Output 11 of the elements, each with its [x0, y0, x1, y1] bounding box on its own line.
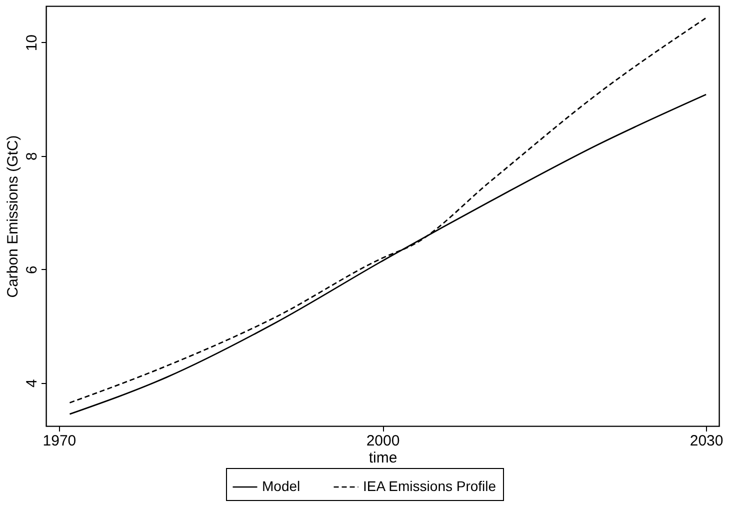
x-tick-label: 1970 [42, 432, 76, 450]
x-axis-title: time [368, 450, 398, 466]
y-tick-label: 10 [24, 34, 40, 52]
y-tick-label: 6 [24, 266, 40, 274]
y-tick-label: 8 [24, 152, 40, 161]
legend-label: IEA Emissions Profile [363, 478, 496, 494]
y-axis-title: Carbon Emissions (GtC) [4, 135, 22, 298]
legend-label: Model [262, 478, 300, 494]
x-tick-label: 2030 [690, 432, 724, 450]
y-tick-label: 4 [24, 379, 40, 388]
x-tick-label: 2000 [366, 432, 400, 450]
